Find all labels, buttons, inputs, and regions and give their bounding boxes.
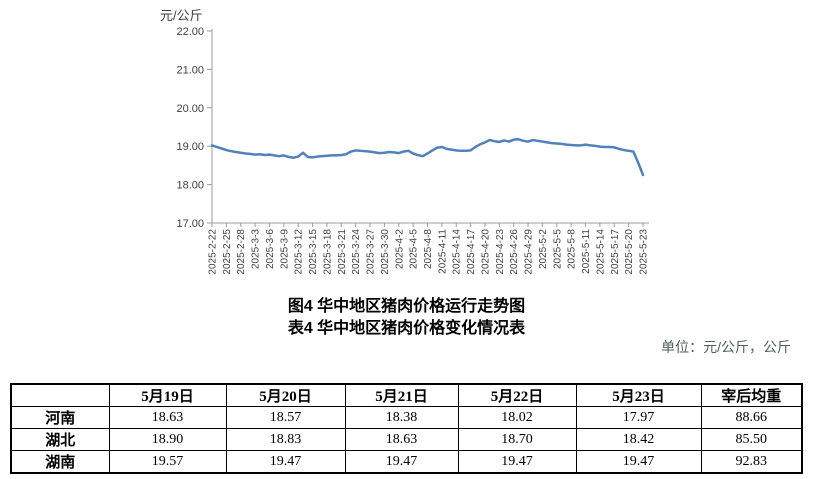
x-tick-label: 2025-5-23 xyxy=(639,229,650,275)
table-cell: 85.50 xyxy=(700,428,803,451)
table-cell: 18.63 xyxy=(108,406,227,429)
x-tick-label: 2025-5-11 xyxy=(581,229,592,274)
x-tick-label: 2025-3-15 xyxy=(308,229,319,275)
price-series-line xyxy=(210,138,645,177)
x-tick-label: 2025-4-17 xyxy=(466,229,477,275)
table-cell: 19.47 xyxy=(225,450,346,474)
y-tick-label: 19.00 xyxy=(176,141,204,153)
x-tick-label: 2025-2-28 xyxy=(236,229,247,275)
x-tick-label: 2025-3-18 xyxy=(322,229,333,275)
table-row: 湖北 18.90 18.83 18.63 18.70 18.42 85.50 xyxy=(10,428,803,451)
y-tick-label: 20.00 xyxy=(176,103,204,115)
table-header-cell: 5月20日 xyxy=(225,383,346,407)
row-label: 湖南 xyxy=(10,450,110,474)
x-tick-label: 2025-4-5 xyxy=(409,229,420,269)
table-header-cell: 5月23日 xyxy=(575,383,702,407)
x-tick-label: 2025-4-20 xyxy=(480,229,491,275)
x-tick-label: 2025-4-14 xyxy=(452,229,463,275)
x-tick-label: 2025-3-30 xyxy=(380,229,391,275)
table-cell: 19.57 xyxy=(108,450,227,474)
table-cell: 18.90 xyxy=(108,428,227,451)
table-cell: 18.83 xyxy=(225,428,346,451)
table-cell: 19.47 xyxy=(344,450,459,474)
x-tick-label: 2025-3-6 xyxy=(265,229,276,269)
x-tick-label: 2025-4-29 xyxy=(524,229,535,275)
x-tick-label: 2025-5-2 xyxy=(538,229,549,269)
table-header-row: 5月19日 5月20日 5月21日 5月22日 5月23日 宰后均重 xyxy=(10,383,803,407)
x-tick-label: 2025-4-23 xyxy=(495,229,506,275)
y-tick-label: 21.00 xyxy=(176,64,204,76)
x-tick-label: 2025-3-9 xyxy=(279,229,290,269)
table-cell: 18.70 xyxy=(457,428,577,451)
table-row: 湖南 19.57 19.47 19.47 19.47 19.47 92.83 xyxy=(10,450,803,474)
table-cell: 19.47 xyxy=(575,450,702,474)
table-header-cell: 5月21日 xyxy=(344,383,459,407)
x-tick-label: 2025-3-27 xyxy=(366,229,377,275)
table-cell: 18.38 xyxy=(344,406,459,429)
x-tick-label: 2025-3-24 xyxy=(351,229,362,275)
table-title: 表4 华中地区猪肉价格变化情况表 xyxy=(287,320,526,337)
table-cell: 18.02 xyxy=(457,406,577,429)
table-header-cell: 5月19日 xyxy=(108,383,227,407)
x-tick-label: 2025-5-20 xyxy=(624,229,635,275)
table-header-cell: 宰后均重 xyxy=(700,383,803,407)
x-tick-label: 2025-3-21 xyxy=(337,229,348,275)
x-tick-label: 2025-5-8 xyxy=(567,229,578,269)
x-tick-label: 2025-4-26 xyxy=(509,229,520,275)
x-tick-label: 2025-3-12 xyxy=(294,229,305,275)
x-tick-label: 2025-2-25 xyxy=(222,229,233,275)
table-cell: 92.83 xyxy=(700,450,803,474)
chart-and-table-titles: 图4 华中地区猪肉价格运行走势图 表4 华中地区猪肉价格变化情况表 xyxy=(0,296,813,340)
x-tick-label: 2025-5-14 xyxy=(595,229,606,275)
x-tick-label: 2025-2-22 xyxy=(208,229,219,275)
x-tick-label: 2025-5-5 xyxy=(552,229,563,269)
table-row: 河南 18.63 18.57 18.38 18.02 17.97 88.66 xyxy=(10,406,803,429)
x-tick-label: 2025-3-3 xyxy=(251,229,262,269)
x-tick-label: 2025-4-2 xyxy=(394,229,405,269)
x-tick-label: 2025-4-8 xyxy=(423,229,434,269)
row-label: 湖北 xyxy=(10,428,110,451)
x-tick-label: 2025-5-17 xyxy=(610,229,621,275)
table-cell: 18.42 xyxy=(575,428,702,451)
table-header-cell: 5月22日 xyxy=(457,383,577,407)
table-cell: 18.57 xyxy=(225,406,346,429)
table-cell: 18.63 xyxy=(344,428,459,451)
price-table: 5月19日 5月20日 5月21日 5月22日 5月23日 宰后均重 河南 18.63 18.… xyxy=(10,383,803,474)
table-cell: 17.97 xyxy=(575,406,702,429)
y-tick-label: 17.00 xyxy=(176,218,204,230)
unit-note: 单位：元/公斤，公斤 xyxy=(661,339,791,355)
figure-title: 图4 华中地区猪肉价格运行走势图 xyxy=(287,298,526,315)
y-tick-label: 22.00 xyxy=(176,26,204,38)
y-tick-label: 18.00 xyxy=(176,180,204,192)
table-cell: 19.47 xyxy=(457,450,577,474)
y-axis-unit-label: 元/公斤 xyxy=(160,8,203,23)
table-cell: 88.66 xyxy=(700,406,803,429)
row-label: 河南 xyxy=(10,406,110,429)
table-header-cell xyxy=(10,383,110,407)
x-tick-label: 2025-4-11 xyxy=(437,229,448,274)
